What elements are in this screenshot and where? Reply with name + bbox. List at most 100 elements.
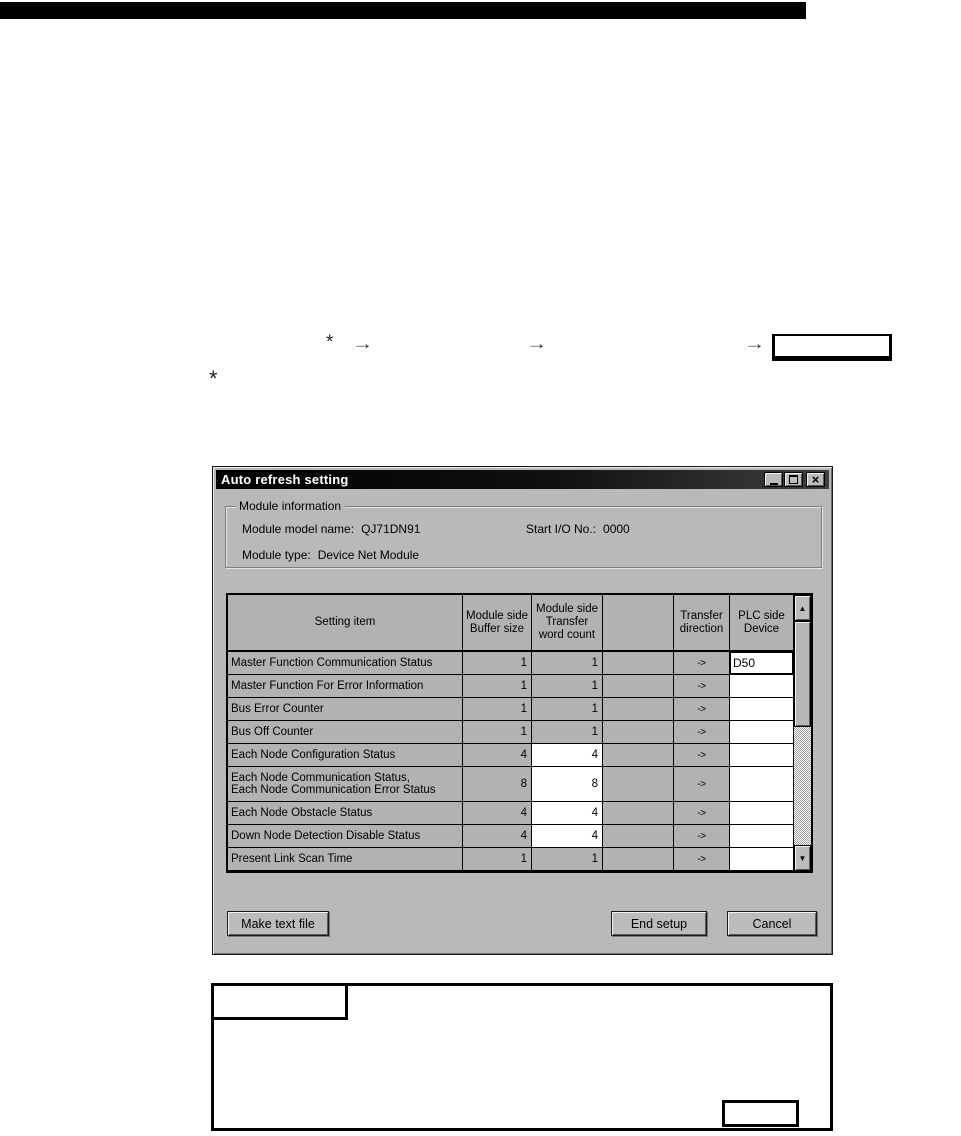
- blank-cell: [603, 698, 674, 721]
- buffer-size-cell: 1: [463, 721, 532, 744]
- start-io-no: Start I/O No.: 0000: [526, 522, 630, 536]
- auto-refresh-table: Setting item Module side Buffer size Module…: [226, 593, 813, 873]
- setting-item-cell: Present Link Scan Time: [228, 848, 463, 871]
- setting-item-cell: Bus Error Counter: [228, 698, 463, 721]
- blank-cell: [603, 721, 674, 744]
- make-text-file-button[interactable]: Make text file: [227, 911, 329, 936]
- transfer-direction-cell: ->: [674, 652, 730, 675]
- minimize-button[interactable]: [764, 472, 783, 487]
- setting-item-cell: Master Function For Error Information: [228, 675, 463, 698]
- transfer-direction-cell: ->: [674, 698, 730, 721]
- scrollbar-thumb[interactable]: [794, 621, 811, 727]
- plc-side-device-cell[interactable]: [730, 848, 794, 871]
- buffer-size-cell: 1: [463, 675, 532, 698]
- group-label: Module information: [235, 499, 346, 513]
- footnote-asterisk: *: [209, 366, 218, 391]
- page-header-rule: [0, 2, 806, 19]
- blank-cell: [603, 802, 674, 825]
- scrollbar-track[interactable]: [794, 727, 811, 845]
- blank-cell: [603, 652, 674, 675]
- blank-cell: [603, 744, 674, 767]
- arrow-right-icon: →: [526, 334, 548, 353]
- transfer-word-count-cell[interactable]: 4: [532, 802, 603, 825]
- table-row: Each Node Communication Status, Each Node…: [228, 767, 811, 802]
- transfer-direction-cell: ->: [674, 767, 730, 802]
- close-icon: ×: [811, 472, 820, 487]
- transfer-word-count-cell: 1: [532, 698, 603, 721]
- transfer-word-count-cell: 1: [532, 848, 603, 871]
- transfer-word-count-cell[interactable]: 4: [532, 825, 603, 848]
- transfer-word-count-cell: 1: [532, 652, 603, 675]
- module-information-group: Module information Module model name: QJ7…: [225, 499, 822, 568]
- scroll-down-button[interactable]: ▼: [794, 845, 811, 871]
- plc-side-device-cell[interactable]: [730, 744, 794, 767]
- table-row: Master Function Communication Status 1 1 ->…: [228, 652, 811, 675]
- transfer-word-count-cell[interactable]: 4: [532, 744, 603, 767]
- table-body: Master Function Communication Status 1 1 ->…: [228, 652, 811, 871]
- plc-side-device-cell[interactable]: [730, 825, 794, 848]
- buffer-size-cell: 8: [463, 767, 532, 802]
- scroll-up-button[interactable]: ▲: [794, 595, 811, 621]
- dialog-titlebar[interactable]: Auto refresh setting ×: [216, 470, 829, 489]
- module-type-value: Device Net Module: [317, 548, 420, 562]
- start-io-value: 0000: [603, 522, 630, 536]
- setting-item-cell: Down Node Detection Disable Status: [228, 825, 463, 848]
- module-model-name: Module model name: QJ71DN91: [242, 522, 420, 536]
- menu-command-box: [772, 334, 892, 361]
- arrow-right-icon: →: [352, 334, 374, 353]
- transfer-word-count-cell[interactable]: 8: [532, 767, 603, 802]
- transfer-direction-cell: ->: [674, 675, 730, 698]
- auto-refresh-setting-dialog: Auto refresh setting × Module informatio…: [212, 466, 833, 955]
- transfer-direction-cell: ->: [674, 802, 730, 825]
- minimize-icon: [769, 482, 778, 485]
- table-row: Present Link Scan Time 1 1 ->: [228, 848, 811, 871]
- blank-cell: [603, 825, 674, 848]
- transfer-direction-cell: ->: [674, 825, 730, 848]
- transfer-word-count-cell: 1: [532, 721, 603, 744]
- setting-item-cell: Each Node Communication Status, Each Node…: [228, 767, 463, 802]
- transfer-word-count-cell: 1: [532, 675, 603, 698]
- module-type-label: Module type:: [242, 548, 311, 562]
- module-model-name-value: QJ71DN91: [361, 522, 421, 536]
- plc-side-device-cell[interactable]: D50: [730, 652, 794, 675]
- setting-item-cell: Bus Off Counter: [228, 721, 463, 744]
- column-header: Module side Transfer word count: [532, 595, 603, 652]
- transfer-direction-cell: ->: [674, 848, 730, 871]
- module-model-name-label: Module model name:: [242, 522, 355, 536]
- table-row: Down Node Detection Disable Status 4 4 ->: [228, 825, 811, 848]
- blank-cell: [603, 767, 674, 802]
- start-io-label: Start I/O No.:: [526, 522, 597, 536]
- point-label-box: [211, 983, 348, 1020]
- maximize-button[interactable]: [784, 472, 803, 487]
- plc-side-device-cell[interactable]: [730, 802, 794, 825]
- plc-side-device-cell[interactable]: [730, 721, 794, 744]
- buffer-size-cell: 4: [463, 744, 532, 767]
- blank-cell: [603, 848, 674, 871]
- table-row: Master Function For Error Information 1 1-…: [228, 675, 811, 698]
- point-note-box: [211, 983, 833, 1131]
- setting-item-cell: Each Node Configuration Status: [228, 744, 463, 767]
- setting-item-cell: Each Node Obstacle Status: [228, 802, 463, 825]
- end-setup-button[interactable]: End setup: [611, 911, 707, 936]
- column-header: [603, 595, 674, 652]
- table-scrollbar[interactable]: ▲ ▼: [794, 595, 811, 871]
- maximize-icon: [789, 475, 798, 484]
- nav-asterisk: *: [326, 332, 334, 353]
- close-button[interactable]: ×: [806, 472, 825, 487]
- blank-cell: [603, 675, 674, 698]
- table-row: Each Node Configuration Status 4 4 ->: [228, 744, 811, 767]
- column-header: Transfer direction: [674, 595, 730, 652]
- plc-side-device-cell[interactable]: [730, 767, 794, 802]
- plc-side-device-cell[interactable]: [730, 698, 794, 721]
- dialog-title: Auto refresh setting: [221, 472, 349, 487]
- plc-side-device-cell[interactable]: [730, 675, 794, 698]
- buffer-size-cell: 1: [463, 848, 532, 871]
- table-header-row: Setting item Module side Buffer size Module…: [228, 595, 811, 652]
- setting-item-cell: Master Function Communication Status: [228, 652, 463, 675]
- buffer-size-cell: 1: [463, 698, 532, 721]
- cancel-button[interactable]: Cancel: [727, 911, 817, 936]
- scroll-down-icon: ▼: [798, 853, 807, 863]
- scroll-up-icon: ▲: [798, 603, 807, 613]
- buffer-size-cell: 4: [463, 825, 532, 848]
